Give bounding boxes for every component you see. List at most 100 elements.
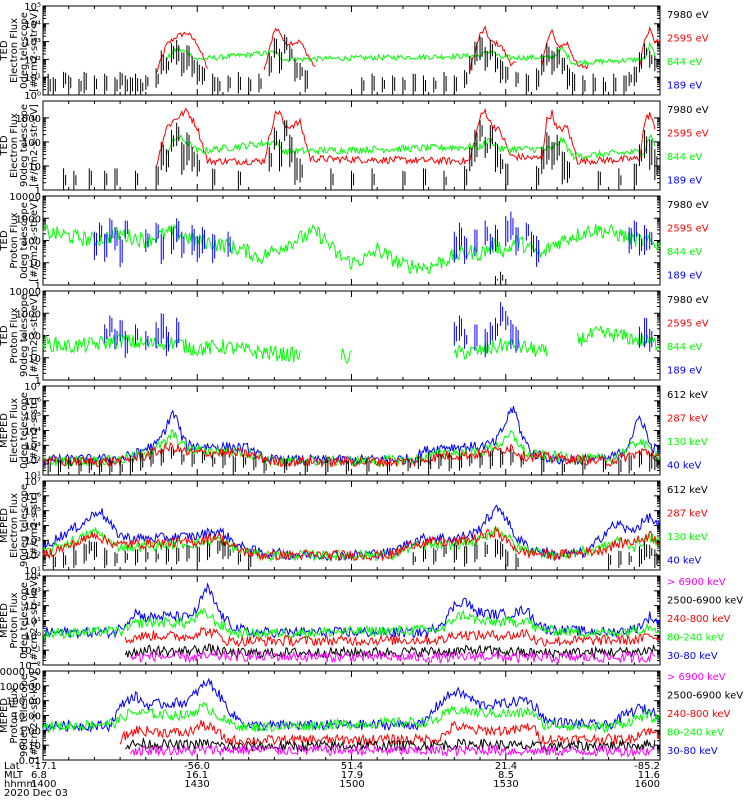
footer-value: 1500 <box>339 779 364 790</box>
footer-row-label: MLT <box>4 770 24 781</box>
legend-entry: 189 eV <box>667 81 702 92</box>
legend-entry: 287 keV <box>667 414 708 425</box>
y-tick-label: 10⁷ <box>24 382 41 393</box>
y-axis-label-line: 0deg telescope <box>19 392 30 469</box>
panel-frame <box>42 385 661 476</box>
footer-date: 2020 Dec 03 <box>4 788 68 799</box>
series-189-ev <box>104 302 653 358</box>
legend-entry: 80-240 keV <box>667 633 724 644</box>
footer-value: 21.4 <box>495 761 517 772</box>
y-tick-label: 10000 <box>9 192 41 203</box>
y-tick-label: 10⁻¹ <box>19 646 41 657</box>
y-axis-label: TEDElectron Flux90deg telescope[#/cm2-s-… <box>0 104 40 187</box>
y-tick-label: 10⁰ <box>24 631 41 642</box>
y-axis-label-line: [#/cm2-s-str-eV] <box>29 104 40 187</box>
y-tick-label: 10 <box>28 354 41 365</box>
data-line <box>42 701 661 734</box>
series-7980-ev <box>63 120 658 190</box>
series-80-240-kev <box>42 701 661 734</box>
series-30-80-kev <box>42 677 661 733</box>
y-tick-label: 100 <box>22 332 41 343</box>
legend-entry: 130 keV <box>667 437 708 448</box>
data-line <box>155 107 656 167</box>
y-tick-label: 10² <box>24 456 41 467</box>
y-axis-label-line: [#/cm2-s-str] <box>29 397 40 464</box>
y-tick-label: 10⁻² <box>19 661 41 672</box>
data-line <box>541 28 589 70</box>
legend-entry: > 6900 keV <box>667 672 726 683</box>
footer-value: 1530 <box>493 779 518 790</box>
series-7980-ev <box>494 271 504 285</box>
data-line <box>166 41 656 67</box>
data-line <box>340 348 352 364</box>
y-tick-label: 10000.00 <box>0 667 41 678</box>
footer-value: 11.6 <box>638 770 660 781</box>
series-240-800-kev <box>124 626 661 648</box>
data-line <box>42 677 661 733</box>
data-line <box>42 223 661 275</box>
series-130-kev <box>42 429 661 468</box>
legend-entry: 2500-6900 keV <box>667 596 743 607</box>
y-tick-label: 10¹ <box>24 617 41 628</box>
y-axis-label: MEPEDProton Flux0deg telescope[#/cm2-s-s… <box>0 576 40 664</box>
y-tick-label: 10000 <box>9 287 41 298</box>
legend-entry: 844 eV <box>667 57 702 68</box>
y-tick-label: 10² <box>24 551 41 562</box>
data-line <box>42 607 661 641</box>
data-line <box>130 649 656 665</box>
y-tick-label: 1 <box>35 281 41 292</box>
legend-entry: 189 eV <box>667 176 702 187</box>
data-line <box>124 736 656 753</box>
y-tick-label: 10⁴ <box>24 522 41 533</box>
legend-entry: 844 eV <box>667 247 702 258</box>
legend-entry: 130 keV <box>667 532 708 543</box>
y-tick-label: 10 <box>28 259 41 270</box>
y-axis-label-line: MEPED <box>0 508 10 543</box>
legend-entry: 2595 eV <box>667 319 709 330</box>
footer: Lat -17.1 -56.0 51.4 21.4 -85.2 MLT 6.8 16.1 17.9… <box>4 761 660 799</box>
panel-8: 0.010.101.0010.00100.001000.0010000.00ME… <box>0 667 743 767</box>
legend-entry: 287 keV <box>667 509 708 520</box>
footer-value: 17.9 <box>341 770 363 781</box>
legend-entry: 240-800 keV <box>667 614 731 625</box>
footer-value: -85.2 <box>634 761 660 772</box>
legend-entry: 30-80 keV <box>667 651 718 662</box>
legend-entry: 189 eV <box>667 271 702 282</box>
y-tick-label: 10⁵ <box>24 507 41 518</box>
y-axis-label: TEDProton Flux90deg telescope[#/cm2-s-st… <box>0 294 40 377</box>
y-axis-label-line: Proton Flux <box>9 687 20 743</box>
y-axis-label-line: MEPED <box>0 413 10 448</box>
legend-entry: > 6900 keV <box>667 577 726 588</box>
footer-value: 16.1 <box>186 770 208 781</box>
y-tick-label: 10⁶ <box>24 397 41 408</box>
data-line <box>155 31 208 74</box>
series-612-kev <box>52 538 658 570</box>
y-tick-label: 0.01 <box>19 756 41 767</box>
footer-value: 1400 <box>31 779 56 790</box>
footer-value: 8.5 <box>498 770 514 781</box>
data-line <box>453 337 548 360</box>
data-line <box>129 743 655 758</box>
y-axis-label: MEPEDElectron Flux0deg telescope[#/cm2-s… <box>0 392 40 469</box>
footer-row-label: hhmm <box>4 779 36 790</box>
y-tick-label: 0.10 <box>19 741 41 752</box>
legend-entry: 30-80 keV <box>667 746 718 757</box>
y-tick-label: 10³ <box>24 536 41 547</box>
legend-entry: 612 keV <box>667 485 708 496</box>
data-line <box>42 442 661 469</box>
y-axis-label-line: TED <box>0 325 10 346</box>
series--6900-kev <box>129 743 655 758</box>
data-line <box>165 134 656 161</box>
y-axis-label: TEDElectron Flux0deg telescope[#/cm2-s-s… <box>0 9 40 92</box>
data-line <box>263 27 316 71</box>
series-844-ev <box>42 223 661 275</box>
legend-entry: 7980 eV <box>667 10 709 21</box>
series-2500-6900-kev <box>124 736 656 753</box>
